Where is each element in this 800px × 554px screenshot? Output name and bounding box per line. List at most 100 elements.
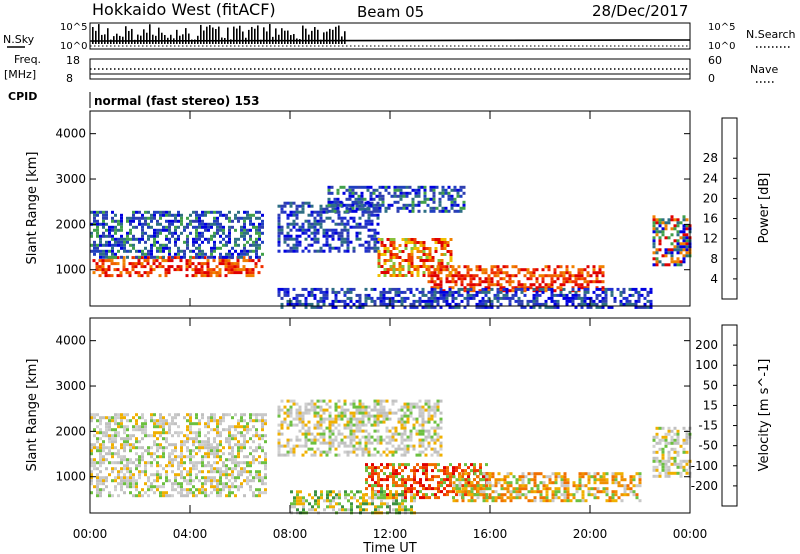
velocity-cell [421, 417, 425, 421]
velocity-cell [150, 485, 153, 489]
velocity-cell [111, 455, 114, 459]
power-cell [289, 228, 293, 232]
velocity-cell [563, 475, 567, 479]
power-cell [484, 287, 488, 291]
velocity-cell [433, 408, 437, 412]
power-cell [637, 296, 641, 300]
power-cell [201, 240, 204, 244]
velocity-cell [400, 438, 404, 442]
velocity-cell [174, 413, 177, 417]
velocity-cell [108, 419, 111, 423]
power-cell [580, 296, 584, 300]
power-cell [177, 252, 180, 256]
power-cell [422, 253, 426, 256]
power-cell [213, 246, 216, 250]
velocity-cell [201, 446, 204, 450]
power-cell [556, 277, 560, 281]
velocity-cell [292, 450, 296, 454]
power-cell [120, 246, 123, 250]
velocity-cell [368, 496, 371, 500]
velocity-cell [352, 399, 356, 403]
power-cell [472, 296, 476, 300]
power-cell [399, 206, 403, 210]
power-cell [389, 259, 393, 262]
power-cell [375, 194, 379, 198]
power-cell [99, 240, 102, 244]
velocity-cell [392, 502, 395, 506]
velocity-cell [240, 443, 243, 447]
velocity-cell [99, 464, 102, 468]
power-cell [373, 228, 377, 232]
velocity-cell [329, 505, 332, 509]
velocity-cell [380, 478, 383, 482]
power-cell [450, 188, 454, 192]
velocity-cell [358, 402, 362, 406]
velocity-cell [153, 491, 156, 495]
velocity-cell [286, 408, 290, 412]
power-cell [307, 219, 311, 223]
velocity-cell [313, 414, 317, 418]
power-cell [382, 290, 386, 294]
power-cell [466, 287, 470, 291]
power-cell [93, 216, 96, 220]
power-cell [532, 283, 536, 287]
velocity-cell [439, 447, 443, 451]
power-cell [478, 299, 482, 303]
velocity-cell [298, 414, 302, 418]
velocity-cell [605, 493, 609, 497]
velocity-cell [296, 508, 299, 512]
velocity-cell [452, 472, 455, 476]
velocity-cell [207, 494, 210, 498]
velocity-cell [497, 478, 501, 482]
velocity-cell [120, 488, 123, 492]
power-cell [535, 286, 539, 290]
power-cell [357, 194, 361, 198]
velocity-cell [120, 458, 123, 462]
velocity-cell [216, 470, 219, 474]
power-cell [401, 268, 405, 271]
power-cell [255, 216, 258, 220]
power-cell [381, 197, 385, 201]
power-cell [165, 243, 168, 247]
velocity-cell [114, 422, 117, 426]
velocity-cell [331, 420, 335, 424]
velocity-cell [410, 487, 413, 491]
velocity-cell [335, 502, 338, 506]
power-cell [319, 210, 323, 214]
date-label: 28/Dec/2017 [592, 2, 688, 20]
velocity-cell [515, 490, 519, 494]
x-axis-ticks: 00:00 04:00 08:00 12:00 16:00 20:00 00:00 [73, 111, 707, 541]
power-cell [556, 293, 560, 297]
power-cell [553, 271, 557, 275]
velocity-cell [171, 494, 174, 498]
velocity-cell [533, 499, 537, 503]
velocity-cell [328, 417, 332, 421]
power-cell [322, 228, 326, 232]
velocity-cell [141, 425, 144, 429]
power-cell [387, 191, 391, 195]
velocity-cell [123, 446, 126, 450]
power-cell [676, 233, 680, 237]
power-cell [126, 231, 129, 235]
power-cell [550, 299, 554, 303]
power-cell [373, 213, 377, 217]
velocity-cell [141, 428, 144, 432]
velocity-cell [174, 431, 177, 435]
power-cell [104, 259, 108, 263]
velocity-cell [198, 434, 201, 438]
velocity-cell [412, 444, 416, 448]
velocity-cell [189, 458, 192, 462]
velocity-cell [99, 461, 102, 465]
power-cell [179, 265, 183, 269]
power-cell [430, 274, 434, 278]
power-cell [673, 260, 677, 264]
power-cell [370, 237, 374, 241]
velocity-cell [632, 484, 636, 488]
velocity-cell [461, 484, 464, 488]
velocity-cell [189, 491, 192, 495]
power-cell [153, 240, 156, 244]
x-tick-label: 08:00 [273, 527, 308, 541]
power-cell [502, 286, 506, 290]
power-cell [457, 305, 461, 309]
velocity-cell [367, 405, 371, 409]
